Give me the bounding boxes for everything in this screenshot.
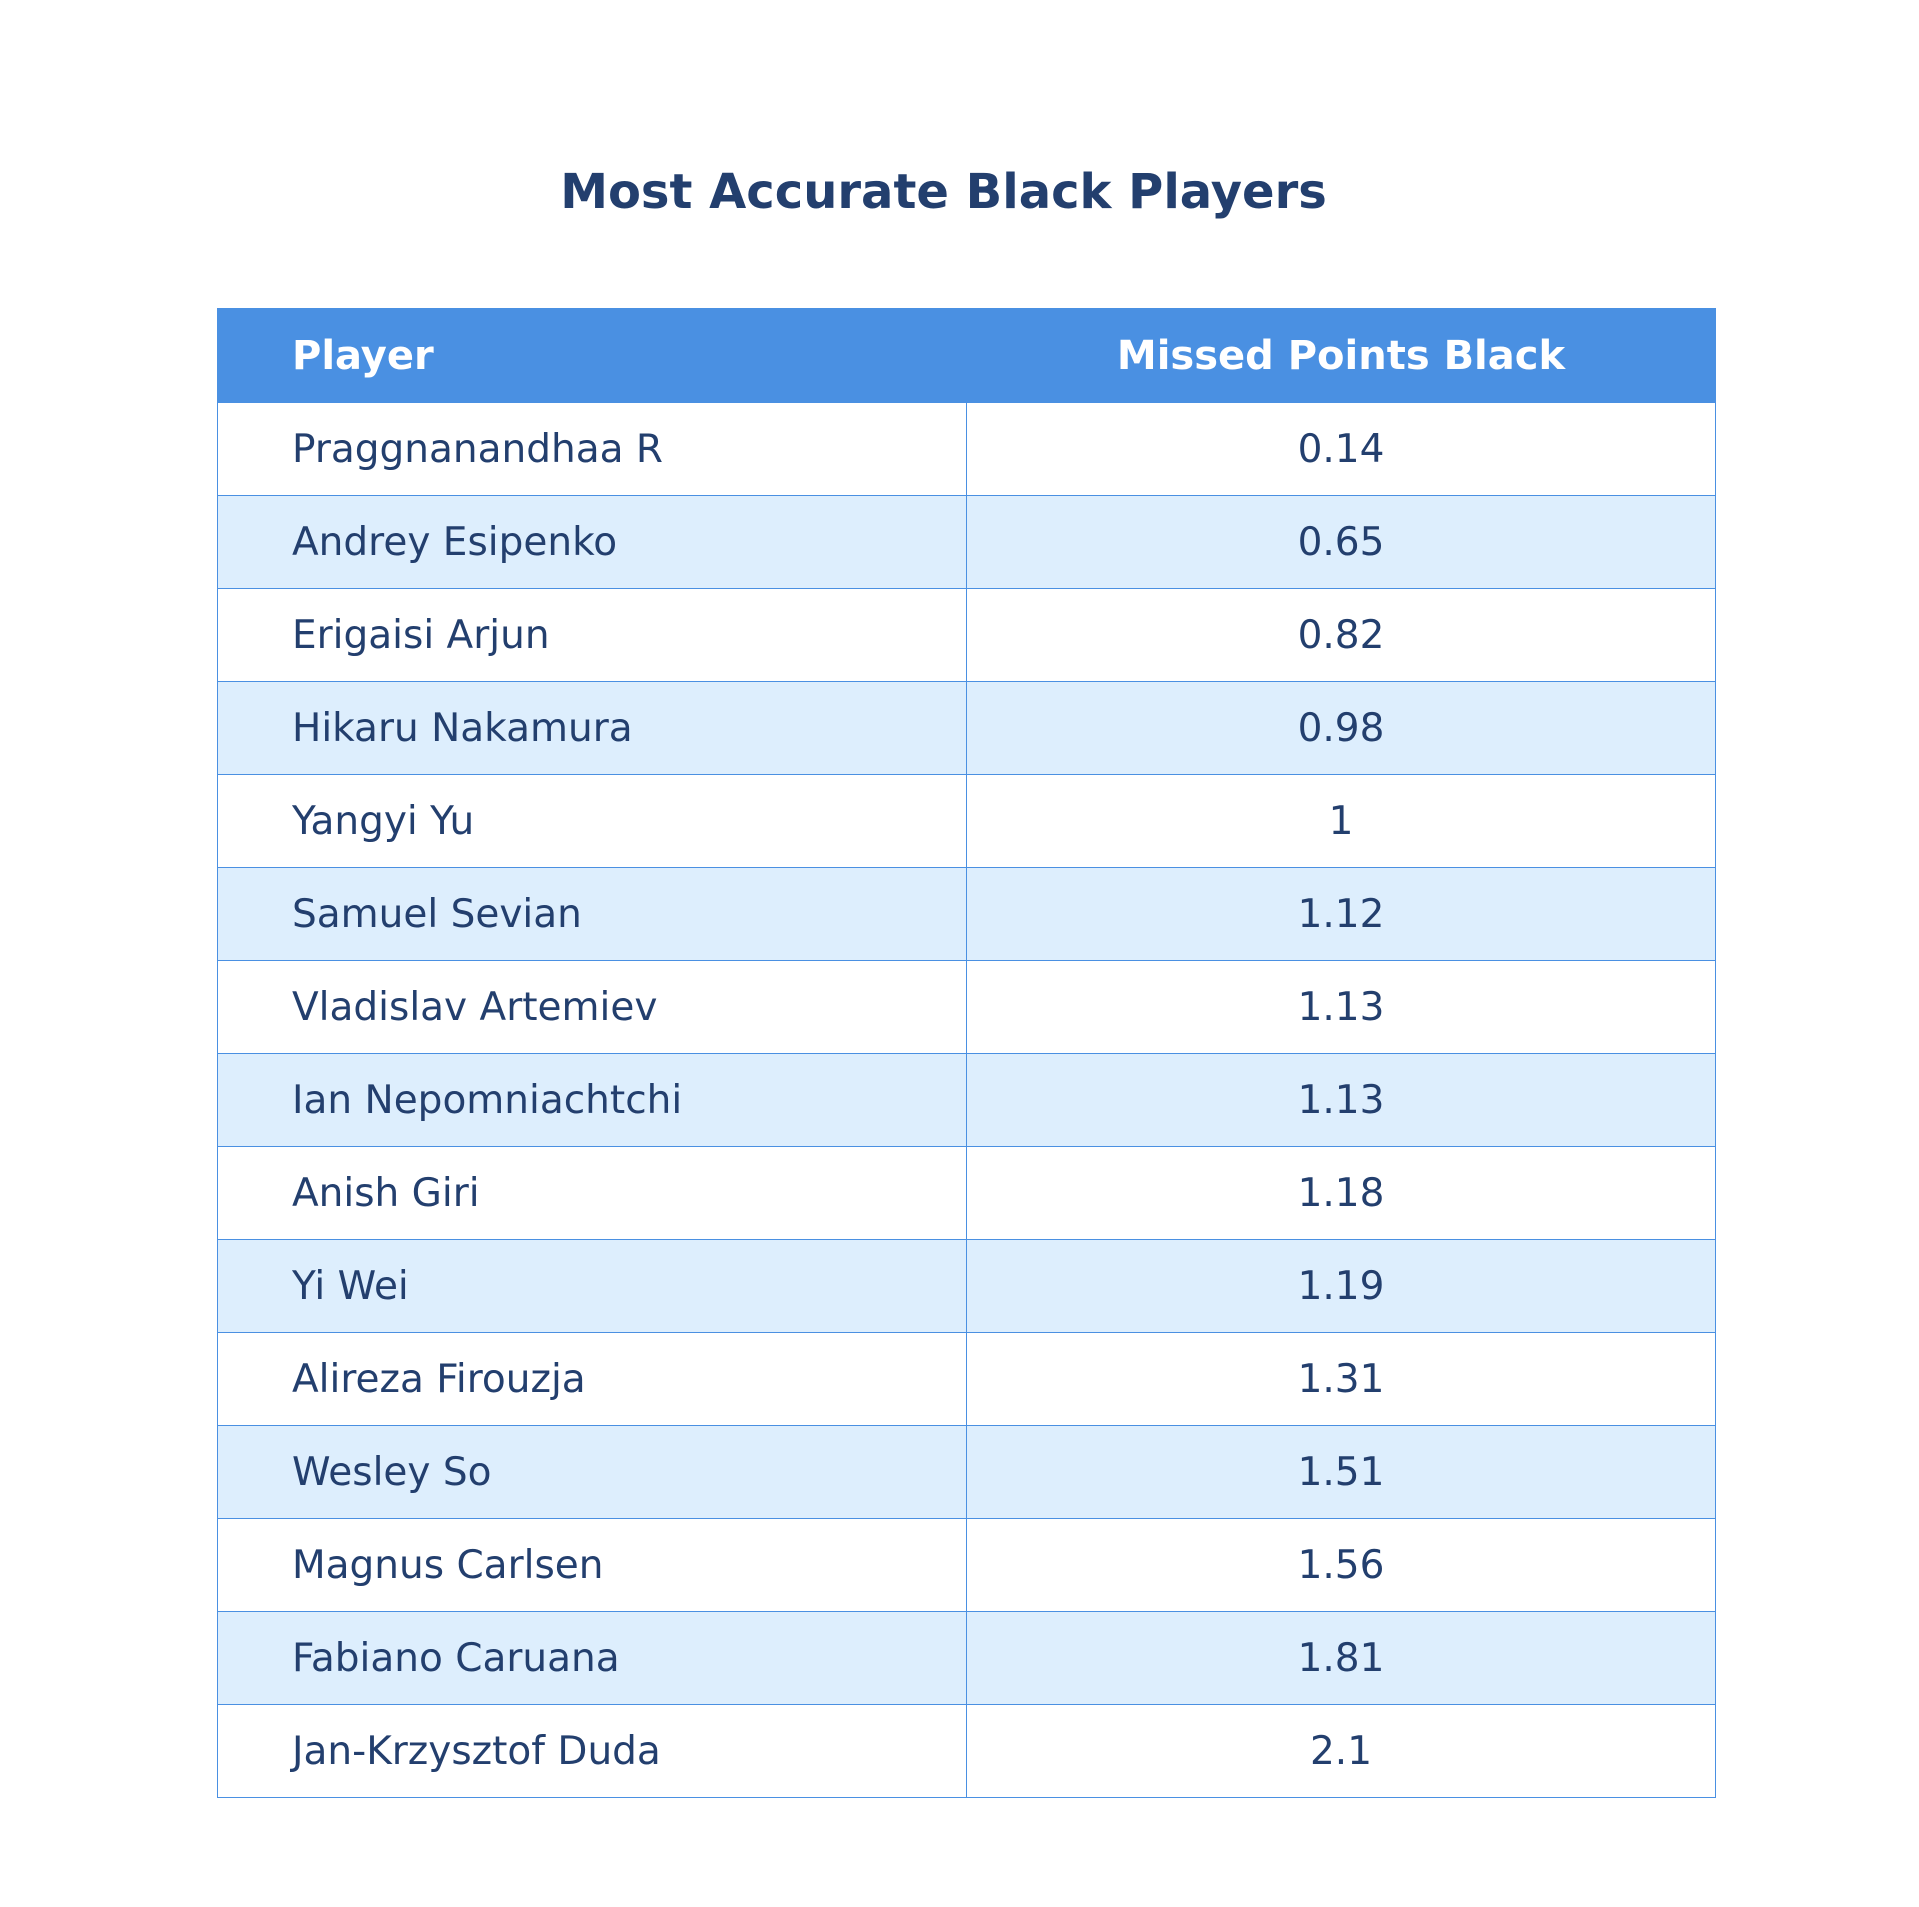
table-row: Magnus Carlsen 1.56 <box>217 1518 1716 1612</box>
table-row: Praggnanandhaa R 0.14 <box>217 402 1716 496</box>
player-name-cell: Erigaisi Arjun <box>217 588 967 682</box>
player-name-cell: Hikaru Nakamura <box>217 681 967 775</box>
table-row: Hikaru Nakamura 0.98 <box>217 681 1716 775</box>
table-row: Yi Wei 1.19 <box>217 1239 1716 1333</box>
player-name-cell: Magnus Carlsen <box>217 1518 967 1612</box>
table-body: Praggnanandhaa R 0.14 Andrey Esipenko 0.65 E… <box>217 402 1716 1798</box>
missed-points-cell: 2.1 <box>966 1704 1716 1798</box>
column-header-player: Player <box>217 308 967 403</box>
table-row: Andrey Esipenko 0.65 <box>217 495 1716 589</box>
table-row: Jan-Krzysztof Duda 2.1 <box>217 1704 1716 1798</box>
player-name-cell: Wesley So <box>217 1425 967 1519</box>
player-name-cell: Alireza Firouzja <box>217 1332 967 1426</box>
missed-points-cell: 1.31 <box>966 1332 1716 1426</box>
table-row: Ian Nepomniachtchi 1.13 <box>217 1053 1716 1147</box>
missed-points-cell: 1.81 <box>966 1611 1716 1705</box>
table-row: Anish Giri 1.18 <box>217 1146 1716 1240</box>
missed-points-cell: 1.13 <box>966 1053 1716 1147</box>
table-row: Yangyi Yu 1 <box>217 774 1716 868</box>
missed-points-cell: 0.65 <box>966 495 1716 589</box>
table-row: Wesley So 1.51 <box>217 1425 1716 1519</box>
missed-points-cell: 0.82 <box>966 588 1716 682</box>
missed-points-cell: 1.12 <box>966 867 1716 961</box>
table-row: Fabiano Caruana 1.81 <box>217 1611 1716 1705</box>
table-row: Samuel Sevian 1.12 <box>217 867 1716 961</box>
missed-points-cell: 1.51 <box>966 1425 1716 1519</box>
table-row: Alireza Firouzja 1.31 <box>217 1332 1716 1426</box>
missed-points-cell: 0.98 <box>966 681 1716 775</box>
player-name-cell: Anish Giri <box>217 1146 967 1240</box>
player-name-cell: Andrey Esipenko <box>217 495 967 589</box>
column-header-missed-points-black: Missed Points Black <box>966 308 1716 403</box>
chart-title: Most Accurate Black Players <box>560 164 1327 220</box>
player-name-cell: Ian Nepomniachtchi <box>217 1053 967 1147</box>
missed-points-cell: 1.18 <box>966 1146 1716 1240</box>
player-name-cell: Samuel Sevian <box>217 867 967 961</box>
missed-points-cell: 1 <box>966 774 1716 868</box>
missed-points-cell: 1.13 <box>966 960 1716 1054</box>
table-row: Erigaisi Arjun 0.82 <box>217 588 1716 682</box>
missed-points-cell: 0.14 <box>966 402 1716 496</box>
player-name-cell: Jan-Krzysztof Duda <box>217 1704 967 1798</box>
player-name-cell: Praggnanandhaa R <box>217 402 967 496</box>
player-name-cell: Vladislav Artemiev <box>217 960 967 1054</box>
player-name-cell: Fabiano Caruana <box>217 1611 967 1705</box>
player-name-cell: Yi Wei <box>217 1239 967 1333</box>
players-table: Player Missed Points Black Praggnanandha… <box>217 308 1716 1798</box>
missed-points-cell: 1.56 <box>966 1518 1716 1612</box>
table-header-row: Player Missed Points Black <box>217 308 1716 403</box>
missed-points-cell: 1.19 <box>966 1239 1716 1333</box>
table-row: Vladislav Artemiev 1.13 <box>217 960 1716 1054</box>
player-name-cell: Yangyi Yu <box>217 774 967 868</box>
